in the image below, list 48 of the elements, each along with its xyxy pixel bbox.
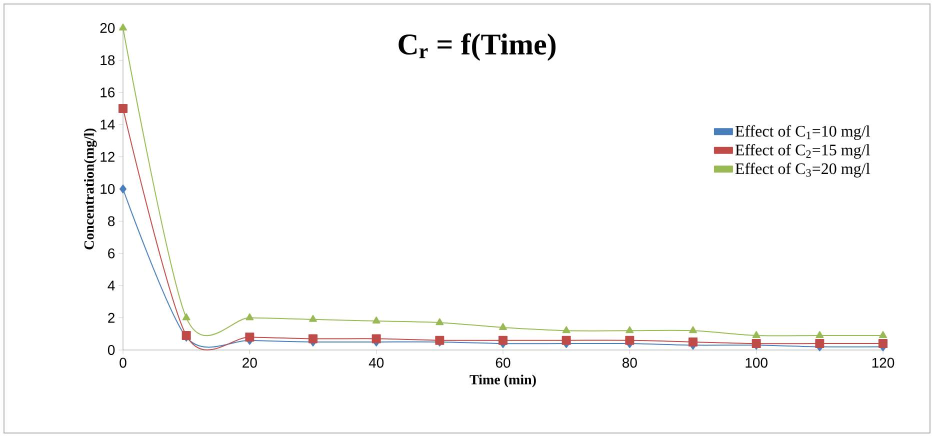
point (688, 337, 698, 346)
legend-label: Effect of C$_{3}$=20 mg/l (735, 162, 870, 178)
point (246, 313, 254, 320)
x-axis-title: Time (min) (470, 374, 536, 388)
y-tick-label: 20 (100, 23, 115, 33)
point (118, 104, 128, 113)
x-tick-label: 100 (746, 358, 768, 368)
y-tick-label: 12 (100, 152, 115, 162)
point (436, 318, 444, 326)
y-tick-label: 2 (108, 312, 115, 323)
y-tick-label: 10 (100, 184, 115, 194)
point (245, 332, 254, 342)
y-tick-label: 0 (108, 345, 115, 355)
y-tick-label: 6 (108, 248, 115, 258)
point (816, 331, 824, 338)
point (562, 336, 571, 345)
x-tick-label: 120 (872, 358, 894, 368)
point (815, 339, 824, 348)
y-tick-label: 14 (100, 120, 115, 130)
point (498, 336, 508, 345)
point (625, 336, 634, 345)
legend-label: Effect of C$_{2}$=15 mg/l (735, 144, 870, 159)
point (309, 314, 317, 322)
legend-label: Effect of C$_{1}$=10 mg/l (735, 125, 870, 140)
x-tick-label: 20 (242, 358, 257, 368)
point (119, 24, 127, 31)
point (562, 326, 570, 334)
point (182, 313, 190, 320)
point (689, 326, 697, 334)
x-tick-label: 0 (120, 358, 126, 368)
point (120, 184, 127, 194)
y-tick-label: 8 (108, 216, 115, 226)
y-tick-label: 16 (100, 87, 115, 98)
point (372, 316, 380, 324)
y-axis-title: Concentration(mg/l) (84, 128, 97, 250)
point (499, 322, 507, 330)
point (879, 331, 887, 338)
point (878, 339, 888, 348)
point (626, 326, 634, 334)
x-tick-label: 60 (496, 358, 510, 368)
point (372, 334, 381, 344)
y-tick-label: 4 (108, 280, 115, 290)
chart-title: C$_{r}$ = f(Time) (398, 33, 556, 61)
point (752, 331, 760, 338)
x-tick-label: 40 (368, 358, 384, 368)
point (308, 334, 318, 344)
y-tick-label: 18 (100, 55, 115, 66)
x-tick-label: 80 (622, 358, 637, 368)
